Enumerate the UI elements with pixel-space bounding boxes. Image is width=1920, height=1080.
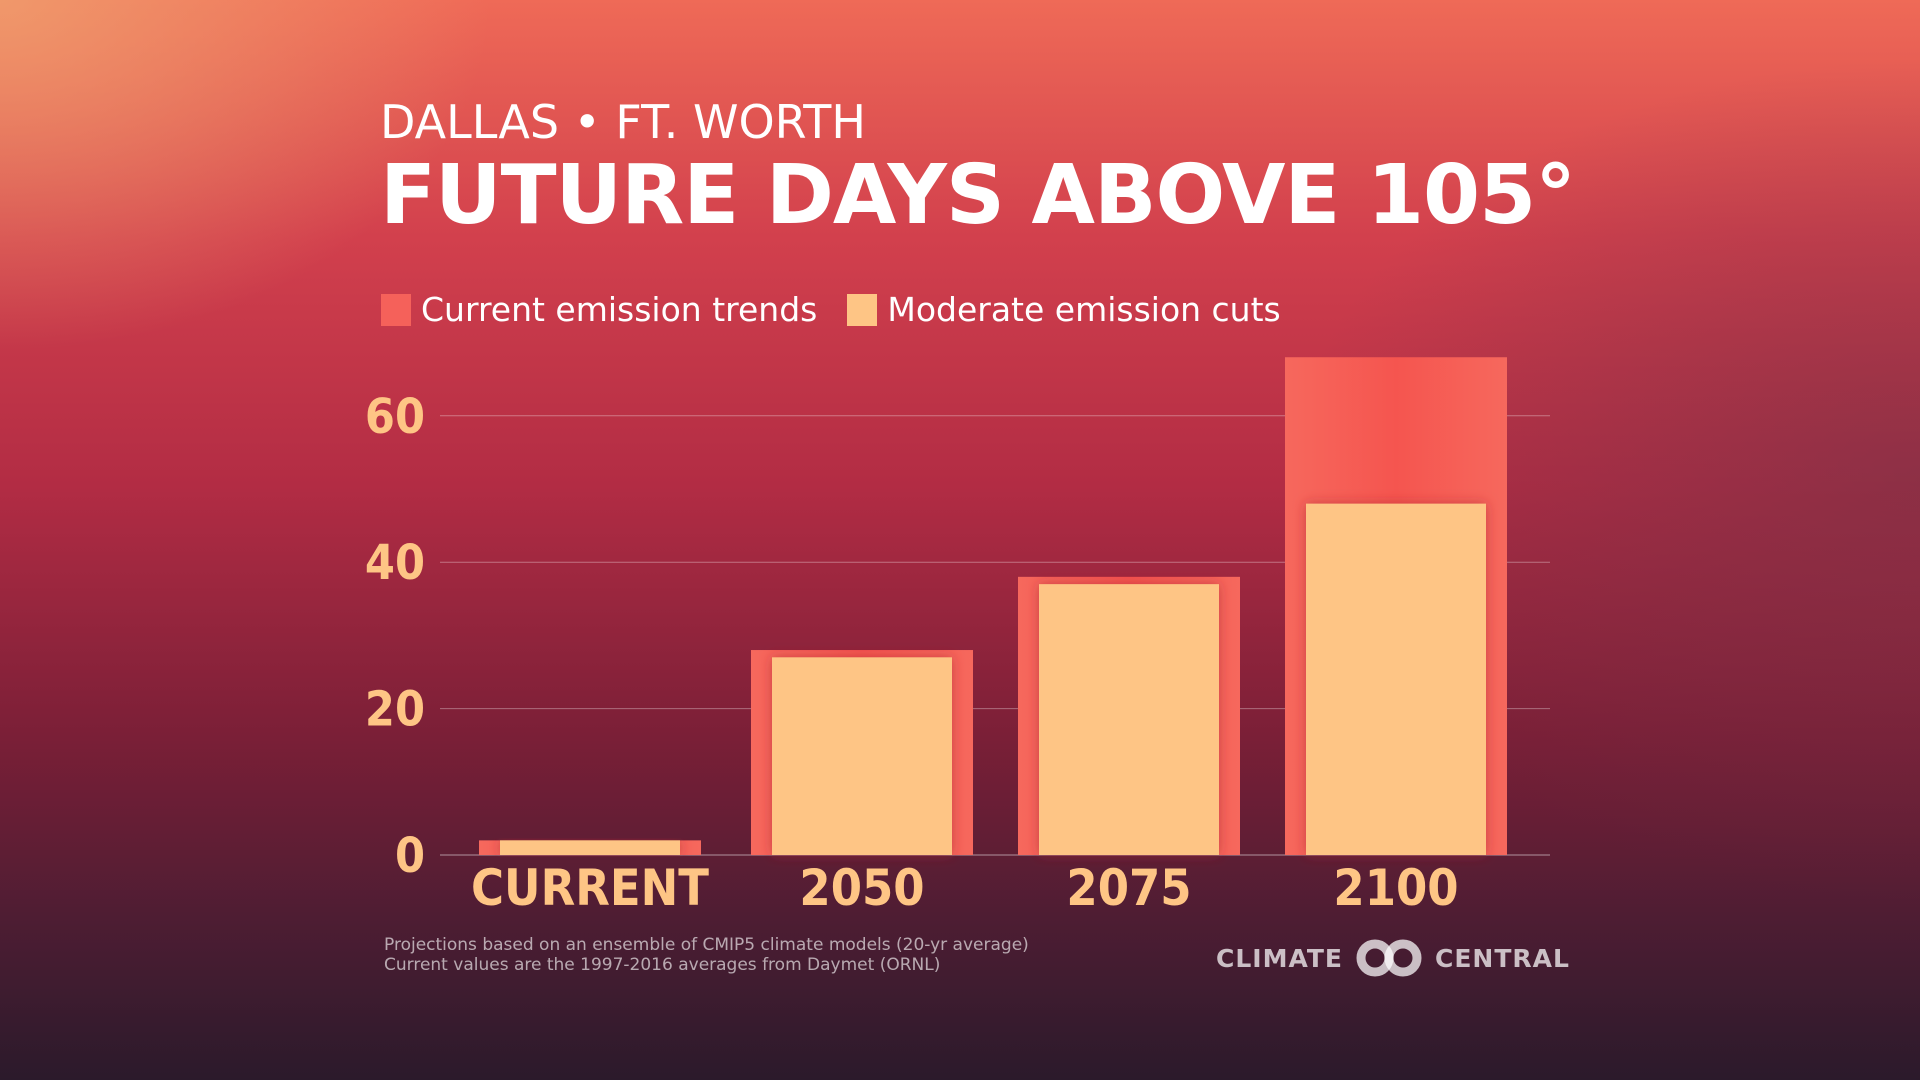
chart-subtitle: DALLAS • FT. WORTH xyxy=(380,95,866,149)
logo-text-left: CLIMATE xyxy=(1216,943,1343,973)
y-tick-label: 60 xyxy=(365,389,425,445)
bar-moderate-cuts xyxy=(1039,584,1219,855)
title-block: DALLAS • FT. WORTH FUTURE DAYS ABOVE 105… xyxy=(380,95,1576,243)
x-tick-label: 2075 xyxy=(1066,859,1191,917)
legend-swatch-current-trends xyxy=(381,293,411,326)
chart-title: FUTURE DAYS ABOVE 105° xyxy=(380,148,1576,243)
x-tick-label: 2050 xyxy=(799,859,924,917)
footnote-line-2: Current values are the 1997-2016 average… xyxy=(384,955,941,975)
y-tick-label: 40 xyxy=(365,535,425,591)
logo-text-right: CENTRAL xyxy=(1435,943,1570,973)
legend-label-moderate-cuts: Moderate emission cuts xyxy=(887,290,1281,329)
legend-item-moderate-cuts: Moderate emission cuts xyxy=(847,290,1281,329)
footnote: Projections based on an ensemble of CMIP… xyxy=(384,935,1029,975)
x-tick-label: CURRENT xyxy=(471,859,709,917)
bar-moderate-cuts xyxy=(500,840,680,855)
axis-labels: 0 20 40 60 CURRENT 2050 2075 2100 xyxy=(365,389,1459,917)
climate-central-rings-icon xyxy=(1356,939,1422,977)
bar-moderate-cuts xyxy=(772,657,952,855)
legend-item-current-trends: Current emission trends xyxy=(381,290,817,329)
bars xyxy=(479,357,1507,855)
climate-central-logo: CLIMATE CENTRAL xyxy=(1216,938,1570,978)
legend-swatch-moderate-cuts xyxy=(847,293,878,326)
footnote-line-1: Projections based on an ensemble of CMIP… xyxy=(384,935,1029,955)
y-tick-label: 0 xyxy=(395,828,425,884)
legend: Current emission trends Moderate emissio… xyxy=(381,290,1281,329)
bar-moderate-cuts xyxy=(1306,503,1486,855)
y-tick-label: 20 xyxy=(365,682,425,738)
x-tick-label: 2100 xyxy=(1333,859,1458,917)
legend-label-current-trends: Current emission trends xyxy=(421,290,818,329)
